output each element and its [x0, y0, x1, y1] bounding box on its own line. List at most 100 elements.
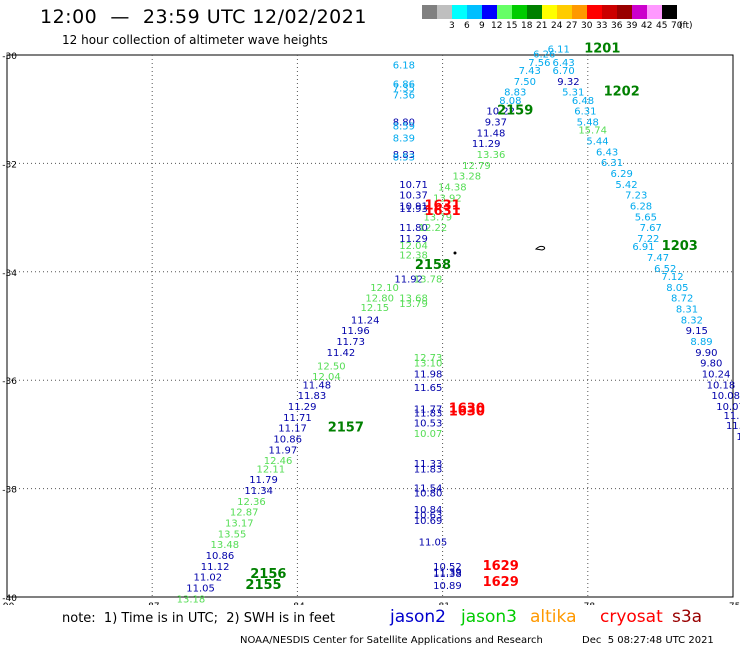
- wave-height-label: 7.50: [514, 77, 536, 88]
- wave-height-label: 12.15: [361, 303, 390, 314]
- wave-height-label: 7.12: [661, 272, 683, 283]
- wave-height-label: 5.42: [615, 180, 637, 191]
- legend-tick-label: 36: [611, 21, 623, 31]
- wave-height-label: 9.37: [485, 117, 507, 128]
- page-title: 12:00 — 23:59 UTC 12/02/2021: [40, 6, 367, 28]
- legend-tick-label: 42: [641, 21, 653, 31]
- wave-height-label: 11.96: [341, 326, 370, 337]
- wave-height-label: 11.98: [414, 369, 443, 380]
- wave-height-label: 6.91: [632, 242, 654, 253]
- wave-height-label: 11.34: [244, 486, 273, 497]
- wave-height-label: 6.52: [654, 264, 676, 275]
- satellite-s3a-label: s3a: [672, 607, 703, 627]
- wave-height-label: 12.36: [237, 497, 266, 508]
- wave-height-label: 11.29: [288, 402, 317, 413]
- wave-height-label: 9.15: [686, 326, 708, 337]
- wave-height-label: 9.32: [557, 77, 579, 88]
- legend-swatch: [587, 5, 602, 19]
- pass-time-label: 1201: [584, 41, 620, 56]
- wave-height-label: 7.36: [393, 90, 415, 101]
- wave-height-label: 13.10: [414, 359, 443, 370]
- wave-height-label: 12.46: [264, 456, 293, 467]
- wave-height-label: 13.68: [399, 294, 428, 305]
- legend-swatch: [497, 5, 512, 19]
- lat-tick-label: -38: [2, 486, 17, 496]
- wave-height-label: 13.18: [177, 594, 206, 605]
- wave-height-label: 12.38: [399, 250, 428, 261]
- wave-height-label: 7.47: [647, 253, 669, 264]
- wave-height-label: 11.79: [249, 475, 278, 486]
- wave-height-label: 11.38: [433, 569, 462, 580]
- wave-height-label: 11.42: [327, 348, 356, 359]
- wave-height-label: 8.59: [393, 121, 415, 132]
- wave-height-label: 11.33: [414, 459, 443, 470]
- wave-height-label: 11.73: [336, 337, 365, 348]
- wave-height-label: 10.80: [414, 489, 443, 500]
- legend-tick-label: 30: [581, 21, 593, 31]
- pass-time-label: 2158: [415, 258, 451, 273]
- legend-swatch: [452, 5, 467, 19]
- wave-height-label: 5.44: [586, 136, 608, 147]
- wave-height-label: 10.86: [206, 551, 235, 562]
- legend-swatch: [422, 5, 437, 19]
- wave-height-label: 11.12: [201, 562, 230, 573]
- island-shape: [534, 245, 546, 251]
- wave-height-label: 11.92: [394, 275, 423, 286]
- pass-time-label: 1631: [425, 204, 461, 219]
- wave-height-label: 9.90: [695, 348, 717, 359]
- wave-height-label: 11.93: [399, 204, 428, 215]
- wave-height-label: 5.31: [562, 88, 584, 99]
- legend-swatch: [602, 5, 617, 19]
- legend-tick-label: 27: [566, 21, 578, 31]
- legend-swatch: [437, 5, 452, 19]
- wave-height-label: 7.56: [528, 58, 550, 69]
- legend-tick-label: 70: [671, 21, 683, 31]
- pass-time-label: 2159: [497, 104, 533, 119]
- wave-height-label: 10.07: [716, 402, 740, 413]
- wave-height-label: 6.86: [393, 80, 415, 91]
- lon-tick-label: -78: [580, 602, 595, 605]
- legend-swatch: [527, 5, 542, 19]
- legend-tick-label: 24: [551, 21, 563, 31]
- legend-tick-label: 6: [464, 21, 470, 31]
- wave-height-label: 15.74: [578, 126, 607, 137]
- wave-height-label: 11.05: [186, 584, 215, 595]
- wave-height-label: 8.80: [393, 117, 415, 128]
- wave-height-label: 11.83: [414, 464, 443, 475]
- wave-height-label: 10.86: [273, 435, 302, 446]
- wave-height-label: 13.78: [414, 275, 443, 286]
- lat-tick-label: -40: [2, 594, 17, 604]
- wave-height-label: 5.48: [577, 117, 599, 128]
- satellite-cryosat-label: cryosat: [600, 607, 663, 627]
- wave-height-label: 7.67: [640, 223, 662, 234]
- wave-height-label: 11.83: [298, 391, 327, 402]
- legend-swatch: [542, 5, 557, 19]
- wave-height-label: 5.65: [635, 212, 657, 223]
- pass-time-label: 1202: [604, 85, 640, 100]
- credit-text: NOAA/NESDIS Center for Satellite Applica…: [240, 635, 543, 646]
- wave-height-label: 11.24: [351, 315, 380, 326]
- wave-height-label: 8.83: [504, 88, 526, 99]
- legend-swatch: [467, 5, 482, 19]
- wave-height-label: 13.79: [423, 212, 452, 223]
- pass-time-label: 1203: [662, 239, 698, 254]
- wave-height-label: 11.45: [726, 421, 740, 432]
- wave-height-label: 13.17: [225, 519, 254, 530]
- wave-height-label: 13.28: [452, 172, 481, 183]
- wave-height-label: 10.63: [414, 510, 443, 521]
- lon-tick-label: -87: [145, 602, 160, 605]
- wave-height-label: 11.65: [414, 383, 443, 394]
- legend-tick-label: 18: [521, 21, 533, 31]
- map-frame: [6, 54, 734, 598]
- wave-height-label: 12.79: [462, 161, 491, 172]
- wave-height-label: 11.48: [302, 380, 331, 391]
- wave-height-label: 10.53: [414, 418, 443, 429]
- wave-height-label: 12.22: [419, 223, 448, 234]
- wave-height-label: 8.72: [671, 294, 693, 305]
- wave-height-label: 7.35: [393, 83, 415, 94]
- wave-height-label: 11: [736, 432, 740, 443]
- wave-height-label: 10.91: [399, 201, 428, 212]
- wave-height-label: 6.28: [630, 201, 652, 212]
- wave-height-label: 12.04: [399, 241, 428, 252]
- wave-height-label: 6.43: [596, 147, 618, 158]
